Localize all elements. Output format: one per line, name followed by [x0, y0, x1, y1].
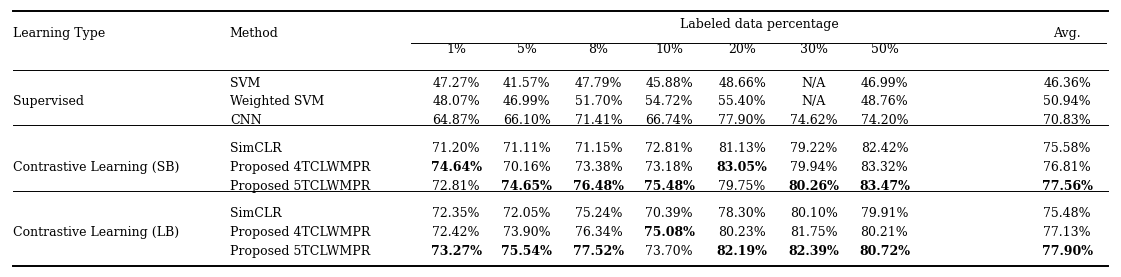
Text: 81.13%: 81.13%	[719, 142, 766, 155]
Text: 66.10%: 66.10%	[503, 114, 550, 127]
Text: 74.64%: 74.64%	[430, 161, 482, 174]
Text: 30%: 30%	[800, 43, 827, 56]
Text: 80.72%: 80.72%	[859, 245, 910, 258]
Text: 55.40%: 55.40%	[719, 95, 766, 108]
Text: Avg.: Avg.	[1054, 27, 1081, 40]
Text: 79.75%: 79.75%	[719, 181, 766, 193]
Text: 75.54%: 75.54%	[501, 245, 553, 258]
Text: 83.32%: 83.32%	[861, 161, 908, 174]
Text: 71.41%: 71.41%	[575, 114, 622, 127]
Text: 78.30%: 78.30%	[719, 207, 766, 220]
Text: 64.87%: 64.87%	[433, 114, 480, 127]
Text: 81.75%: 81.75%	[790, 226, 837, 238]
Text: 82.42%: 82.42%	[861, 142, 908, 155]
Text: 74.20%: 74.20%	[861, 114, 908, 127]
Text: 5%: 5%	[517, 43, 537, 56]
Text: 72.42%: 72.42%	[433, 226, 480, 238]
Text: 82.39%: 82.39%	[788, 245, 840, 258]
Text: 74.65%: 74.65%	[501, 181, 553, 193]
Text: 72.05%: 72.05%	[503, 207, 550, 220]
Text: 70.16%: 70.16%	[503, 161, 550, 174]
Text: Proposed 5TCLWMPR: Proposed 5TCLWMPR	[230, 245, 370, 258]
Text: 51.70%: 51.70%	[575, 95, 622, 108]
Text: 73.70%: 73.70%	[646, 245, 693, 258]
Text: 48.76%: 48.76%	[861, 95, 908, 108]
Text: 79.94%: 79.94%	[790, 161, 837, 174]
Text: 46.36%: 46.36%	[1044, 77, 1091, 89]
Text: 75.48%: 75.48%	[1044, 207, 1091, 220]
Text: 1%: 1%	[446, 43, 466, 56]
Text: 79.22%: 79.22%	[790, 142, 837, 155]
Text: 46.99%: 46.99%	[861, 77, 908, 89]
Text: 74.62%: 74.62%	[790, 114, 837, 127]
Text: 77.90%: 77.90%	[719, 114, 766, 127]
Text: 45.88%: 45.88%	[646, 77, 693, 89]
Text: 76.48%: 76.48%	[573, 181, 624, 193]
Text: 41.57%: 41.57%	[503, 77, 550, 89]
Text: 47.27%: 47.27%	[433, 77, 480, 89]
Text: 75.24%: 75.24%	[575, 207, 622, 220]
Text: N/A: N/A	[802, 77, 826, 89]
Text: 80.21%: 80.21%	[861, 226, 908, 238]
Text: 80.10%: 80.10%	[790, 207, 837, 220]
Text: 80.23%: 80.23%	[719, 226, 766, 238]
Text: SVM: SVM	[230, 77, 260, 89]
Text: 72.81%: 72.81%	[433, 181, 480, 193]
Text: 82.19%: 82.19%	[716, 245, 768, 258]
Text: 72.35%: 72.35%	[433, 207, 480, 220]
Text: N/A: N/A	[802, 95, 826, 108]
Text: 71.15%: 71.15%	[575, 142, 622, 155]
Text: 70.39%: 70.39%	[646, 207, 693, 220]
Text: 50.94%: 50.94%	[1044, 95, 1091, 108]
Text: Proposed 4TCLWMPR: Proposed 4TCLWMPR	[230, 161, 370, 174]
Text: Labeled data percentage: Labeled data percentage	[679, 19, 839, 31]
Text: 72.81%: 72.81%	[646, 142, 693, 155]
Text: Learning Type: Learning Type	[13, 27, 105, 40]
Text: 80.26%: 80.26%	[788, 181, 840, 193]
Text: Weighted SVM: Weighted SVM	[230, 95, 324, 108]
Text: Contrastive Learning (LB): Contrastive Learning (LB)	[13, 226, 179, 238]
Text: 73.18%: 73.18%	[646, 161, 693, 174]
Text: 73.90%: 73.90%	[503, 226, 550, 238]
Text: 54.72%: 54.72%	[646, 95, 693, 108]
Text: 77.13%: 77.13%	[1044, 226, 1091, 238]
Text: 76.34%: 76.34%	[575, 226, 622, 238]
Text: Proposed 4TCLWMPR: Proposed 4TCLWMPR	[230, 226, 370, 238]
Text: 76.81%: 76.81%	[1044, 161, 1091, 174]
Text: 71.11%: 71.11%	[503, 142, 550, 155]
Text: 75.48%: 75.48%	[643, 181, 695, 193]
Text: 77.52%: 77.52%	[573, 245, 624, 258]
Text: 48.07%: 48.07%	[433, 95, 480, 108]
Text: 73.38%: 73.38%	[575, 161, 622, 174]
Text: Supervised: Supervised	[13, 95, 84, 108]
Text: 83.47%: 83.47%	[859, 181, 910, 193]
Text: 20%: 20%	[729, 43, 756, 56]
Text: 77.90%: 77.90%	[1041, 245, 1093, 258]
Text: 70.83%: 70.83%	[1044, 114, 1091, 127]
Text: Proposed 5TCLWMPR: Proposed 5TCLWMPR	[230, 181, 370, 193]
Text: 83.05%: 83.05%	[716, 161, 768, 174]
Text: 73.27%: 73.27%	[430, 245, 482, 258]
Text: 75.58%: 75.58%	[1044, 142, 1091, 155]
Text: 47.79%: 47.79%	[575, 77, 622, 89]
Text: 46.99%: 46.99%	[503, 95, 550, 108]
Text: 8%: 8%	[589, 43, 609, 56]
Text: 79.91%: 79.91%	[861, 207, 908, 220]
Text: 71.20%: 71.20%	[433, 142, 480, 155]
Text: 50%: 50%	[871, 43, 898, 56]
Text: Method: Method	[230, 27, 279, 40]
Text: 66.74%: 66.74%	[646, 114, 693, 127]
Text: SimCLR: SimCLR	[230, 207, 281, 220]
Text: 10%: 10%	[656, 43, 683, 56]
Text: 48.66%: 48.66%	[719, 77, 766, 89]
Text: 77.56%: 77.56%	[1041, 181, 1093, 193]
Text: CNN: CNN	[230, 114, 261, 127]
Text: SimCLR: SimCLR	[230, 142, 281, 155]
Text: Contrastive Learning (SB): Contrastive Learning (SB)	[13, 161, 179, 174]
Text: 75.08%: 75.08%	[643, 226, 695, 238]
